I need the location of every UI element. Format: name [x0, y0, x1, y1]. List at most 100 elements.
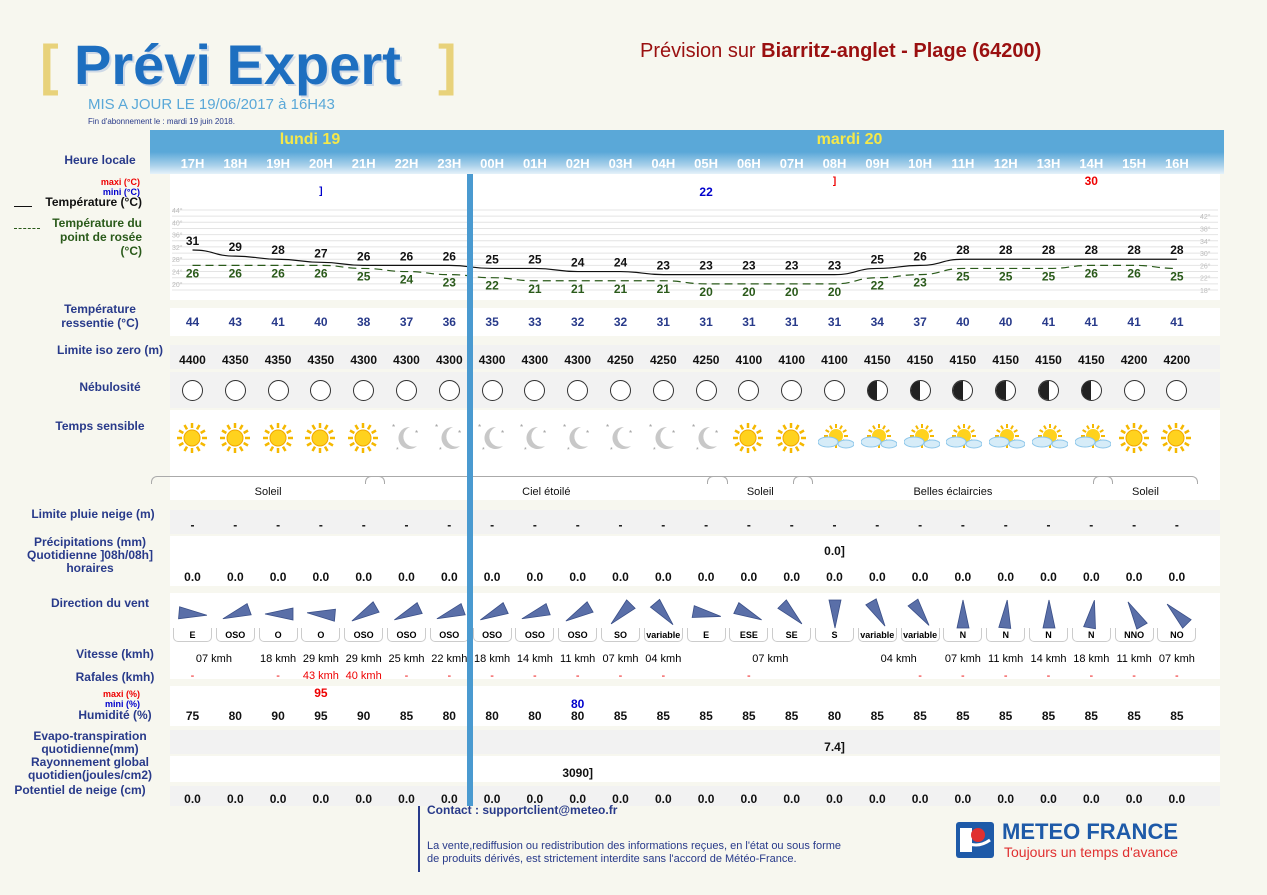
dewpoint-value: 24	[400, 273, 414, 287]
dewpoint-value: 21	[571, 282, 585, 296]
dewpoint-line	[192, 264, 1177, 285]
temp-axis-right-tick: 22°	[1200, 275, 1211, 283]
hour-label: 23H	[437, 156, 462, 171]
label-radiation-line1: Rayonnement global	[30, 755, 149, 769]
wind-direction-value: N	[959, 630, 967, 640]
moon-icon: * * *	[604, 422, 636, 459]
weather-group-brace	[793, 476, 1113, 484]
gust-value: -	[1175, 670, 1179, 682]
dewpoint-value: 20	[742, 285, 756, 299]
wind-direction-brace	[900, 628, 940, 642]
sun-icon	[219, 422, 251, 459]
cloud-clear-icon	[610, 380, 631, 401]
svg-text:*: *	[501, 429, 504, 438]
wind-speed-value: 11 kmh	[560, 653, 596, 665]
sun-icon	[347, 422, 379, 459]
svg-text:*: *	[696, 447, 699, 454]
snow-limit-value: -	[490, 518, 495, 532]
precip-hourly-value: 0.0	[355, 570, 373, 584]
snow-limit-value: -	[575, 518, 580, 532]
dewpoint-value: 26	[1127, 266, 1141, 280]
svg-text:*: *	[649, 423, 652, 432]
temperature-value: 28	[1127, 243, 1141, 257]
temp-axis-right-tick: 30°	[1200, 250, 1211, 258]
wind-direction-value: SE	[785, 630, 798, 640]
precip-hourly-value: 0.0	[868, 570, 886, 584]
band-temp-chart	[170, 200, 1220, 300]
gust-value: -	[447, 670, 452, 682]
label-radiation: Rayonnement global quotidien(joules/cm2)	[10, 756, 170, 782]
svg-text:*: *	[482, 447, 485, 454]
wind-direction-brace	[1157, 628, 1197, 642]
svg-text:*: *	[672, 429, 675, 438]
feels-like-value: 33	[528, 315, 542, 329]
snow-limit-value: -	[618, 518, 623, 532]
wind-speed-value: 07 kmh	[195, 653, 232, 665]
hour-label: 05H	[694, 156, 719, 171]
wind-direction-value: S	[831, 630, 838, 640]
humidity-value: 85	[999, 709, 1013, 723]
snow-potential-value: 0.0	[826, 792, 843, 806]
meteo-france-emblem-icon	[960, 828, 991, 852]
cloud-clear-icon	[567, 380, 589, 401]
cloud-clear-icon	[438, 380, 460, 401]
humidity-value: 80	[571, 709, 585, 723]
label-radiation-line2: quotidien(joules/cm2)	[27, 768, 152, 782]
sun-icon	[262, 422, 294, 459]
moon-icon: * * *	[390, 422, 422, 459]
humidity-value: 85	[1127, 709, 1141, 723]
hour-label: 22H	[394, 156, 419, 171]
sun-icon	[176, 422, 208, 459]
temp-min-value: 22	[699, 185, 713, 199]
wind-arrow-icon	[220, 598, 252, 630]
precip-hourly-value: 0.0	[569, 570, 587, 584]
snow-potential-value: 0.0	[654, 792, 672, 806]
wind-arrow-icon	[990, 598, 1022, 630]
humidity-value: 80	[442, 709, 456, 723]
snow-limit-value: -	[918, 518, 923, 532]
svg-text:*: *	[478, 423, 481, 432]
gust-value: -	[575, 670, 580, 682]
footer-contact[interactable]: Contact : supportclient@meteo.fr	[427, 803, 618, 817]
snow-potential-value: 0.0	[355, 792, 373, 806]
wind-speed-value: 07 kmh	[602, 653, 639, 665]
snow-limit-value: -	[532, 518, 537, 532]
iso-zero-value: 4100	[778, 353, 806, 367]
dewpoint-value: 20	[828, 285, 842, 299]
label-temperature: Température (°C)	[45, 195, 142, 209]
label-iso-zero: Limite iso zero (m)	[56, 343, 163, 357]
cloud-clear-icon	[652, 380, 674, 401]
temperature-value: 25	[485, 252, 499, 266]
wind-direction-value: N	[1088, 630, 1095, 640]
temp-axis-left-tick: 44°	[172, 207, 183, 215]
dewpoint-value: 20	[785, 285, 799, 299]
precip-hourly-value: 0.0	[269, 570, 287, 584]
humidity-value: 75	[185, 709, 200, 723]
cloud-clear-icon	[738, 380, 760, 401]
label-precip-line3: horaires	[66, 561, 114, 575]
footer-notice: La vente,rediffusion ou redistribution d…	[427, 840, 841, 866]
gust-value: 40 kmh	[345, 670, 382, 682]
weather-group-label: Ciel étoilé	[522, 486, 571, 498]
label-weather: Temps sensible	[55, 419, 145, 433]
temperature-line	[192, 249, 1177, 276]
humidity-value: 85	[656, 709, 670, 723]
wind-speed-value: 04 kmh	[645, 653, 682, 665]
feels-like-value: 41	[1127, 315, 1141, 329]
wind-direction-brace	[1029, 628, 1068, 642]
svg-text:*: *	[520, 423, 523, 432]
feels-like-value: 37	[399, 315, 414, 329]
cloud-clear-icon	[695, 380, 717, 401]
wind-direction-brace	[173, 628, 212, 642]
humidity-value: 85	[613, 709, 628, 723]
humidity-value: 85	[1170, 709, 1184, 723]
feels-like-value: 31	[785, 315, 799, 329]
moon-icon: * * *	[561, 422, 593, 459]
wind-speed-value: 11 kmh	[1116, 653, 1152, 665]
label-evapo-line1: Evapo-transpiration	[33, 729, 147, 743]
humidity-value: 85	[870, 709, 884, 723]
cloud-clear-icon	[310, 380, 332, 401]
snow-potential-value: 0.0	[612, 792, 629, 806]
feels-like-value: 31	[827, 315, 842, 329]
wind-speed-value: 04 kmh	[880, 653, 917, 665]
